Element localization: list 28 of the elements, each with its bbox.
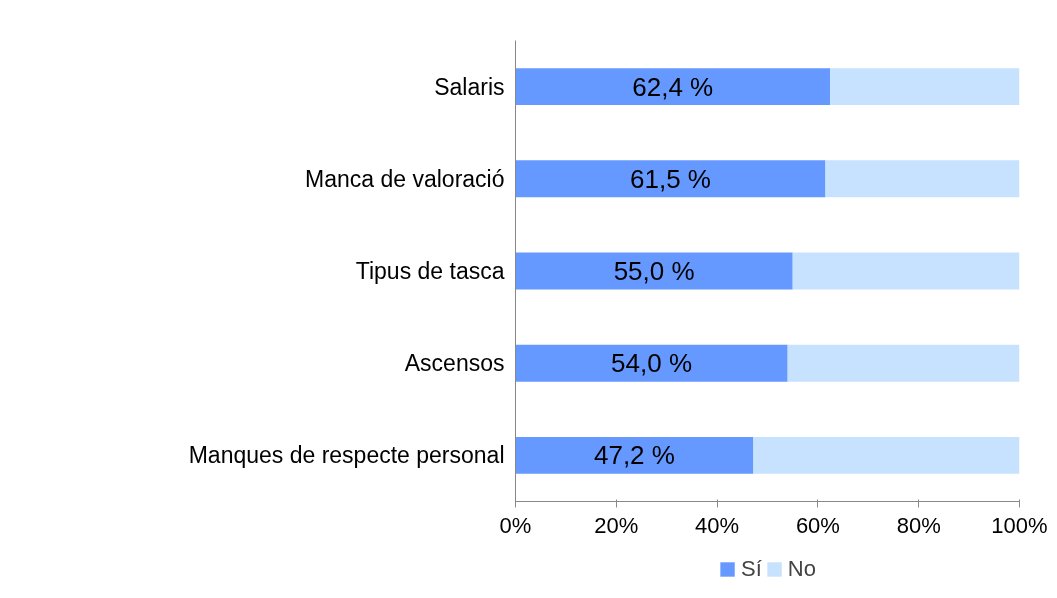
bar	[515, 252, 793, 290]
x-tick-label: 100%	[991, 512, 1048, 538]
y-tick-label: Salaris	[434, 73, 505, 100]
x-tick-label: 0%	[499, 512, 532, 538]
bar	[515, 160, 826, 198]
bar	[792, 252, 1020, 290]
data-label: 47,2 %	[593, 440, 675, 471]
bar	[787, 344, 1020, 382]
x-tick-label: 60%	[795, 512, 840, 538]
x-tick-label: 80%	[896, 512, 941, 538]
bar	[753, 436, 1020, 474]
y-tick-label: Manques de respecte personal	[188, 442, 505, 469]
bar	[515, 68, 830, 106]
data-label: 54,0 %	[611, 348, 693, 379]
data-label: 61,5 %	[630, 163, 711, 194]
data-label: 55,0 %	[613, 256, 695, 286]
bar	[515, 344, 788, 382]
legend-label: Sí	[741, 556, 762, 582]
data-label: 62,4 %	[632, 71, 714, 102]
x-tick-label: 20%	[594, 512, 639, 538]
bar	[825, 160, 1020, 198]
y-tick-label: Tipus de tasca	[355, 258, 505, 284]
y-tick-label: Ascensos	[404, 350, 505, 377]
bar	[830, 68, 1020, 106]
x-tick-label: 40%	[695, 512, 740, 538]
legend-label: No	[787, 556, 816, 582]
bar	[515, 436, 754, 474]
y-tick-label: Manca de valoració	[305, 165, 505, 192]
